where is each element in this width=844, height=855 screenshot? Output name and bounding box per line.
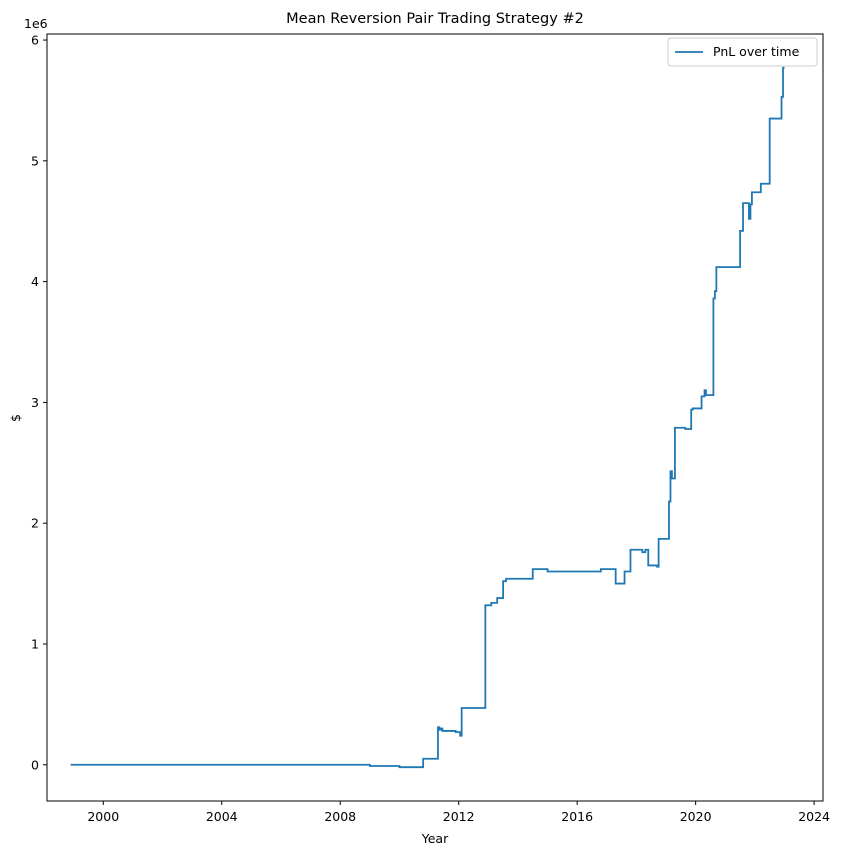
y-axis-label: $ [8, 414, 23, 422]
x-axis-ticks: 2000 2004 2008 2012 2016 2020 2024 [87, 801, 830, 824]
x-axis-label: Year [421, 831, 449, 846]
y-axis-ticks: 0 1 2 3 4 5 6 [31, 33, 47, 772]
legend: PnL over time [667, 37, 818, 67]
x-tick-label: 2016 [561, 809, 593, 824]
y-tick-label: 2 [31, 516, 39, 531]
y-tick-label: 3 [31, 395, 39, 410]
legend-box [667, 37, 818, 67]
x-tick-label: 2008 [324, 809, 356, 824]
x-tick-label: 2020 [680, 809, 712, 824]
y-tick-label: 6 [31, 33, 39, 48]
pnl-series-line [70, 66, 785, 769]
y-offset-label: 1e6 [24, 16, 48, 31]
x-tick-label: 2004 [206, 809, 238, 824]
plot-background [47, 34, 823, 801]
x-tick-label: 2000 [87, 809, 119, 824]
legend-label: PnL over time [713, 44, 800, 59]
y-tick-label: 4 [31, 274, 39, 289]
y-tick-label: 5 [31, 153, 39, 168]
plot-frame [46, 33, 824, 802]
chart-title: Mean Reversion Pair Trading Strategy #2 [286, 11, 584, 27]
y-tick-label: 0 [31, 757, 39, 772]
x-tick-label: 2024 [798, 809, 830, 824]
y-tick-label: 1 [31, 636, 39, 651]
x-tick-label: 2012 [443, 809, 475, 824]
